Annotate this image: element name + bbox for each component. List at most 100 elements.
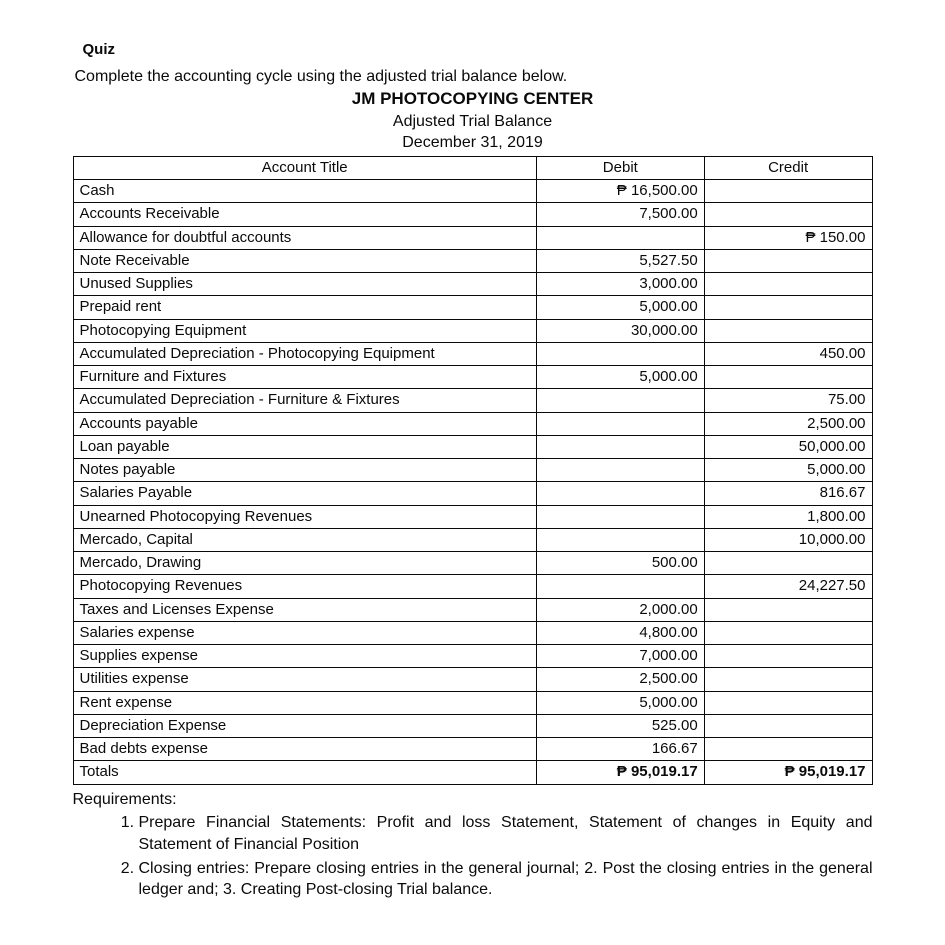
header-credit: Credit <box>704 156 872 179</box>
cell-credit <box>704 738 872 761</box>
cell-debit <box>536 226 704 249</box>
cell-debit: 525.00 <box>536 714 704 737</box>
cell-account-title: Taxes and Licenses Expense <box>73 598 536 621</box>
table-row: Accumulated Depreciation - Furniture & F… <box>73 389 872 412</box>
table-row: Loan payable 50,000.00 <box>73 435 872 458</box>
table-row: Utilities expense2,500.00 <box>73 668 872 691</box>
header-account: Account Title <box>73 156 536 179</box>
cell-account-title: Cash <box>73 180 536 203</box>
cell-account-title: Accounts payable <box>73 412 536 435</box>
cell-account-title: Allowance for doubtful accounts <box>73 226 536 249</box>
table-row: Furniture and Fixtures5,000.00 <box>73 366 872 389</box>
cell-debit <box>536 459 704 482</box>
cell-account-title: Photocopying Equipment <box>73 319 536 342</box>
totals-debit: ₱ 95,019.17 <box>536 761 704 784</box>
cell-credit: 75.00 <box>704 389 872 412</box>
header-debit: Debit <box>536 156 704 179</box>
table-row: Unused Supplies3,000.00 <box>73 273 872 296</box>
cell-account-title: Accumulated Depreciation - Furniture & F… <box>73 389 536 412</box>
cell-account-title: Mercado, Drawing <box>73 552 536 575</box>
table-row: Rent expense5,000.00 <box>73 691 872 714</box>
table-row: Unearned Photocopying Revenues 1,800.00 <box>73 505 872 528</box>
cell-debit: 2,000.00 <box>536 598 704 621</box>
table-row: Accounts Receivable7,500.00 <box>73 203 872 226</box>
totals-credit: ₱ 95,019.17 <box>704 761 872 784</box>
requirement-item: Prepare Financial Statements: Profit and… <box>139 812 873 855</box>
cell-debit <box>536 412 704 435</box>
table-header-row: Account Title Debit Credit <box>73 156 872 179</box>
cell-debit: ₱ 16,500.00 <box>536 180 704 203</box>
cell-debit: 4,800.00 <box>536 621 704 644</box>
cell-credit <box>704 180 872 203</box>
table-row: Cash₱ 16,500.00 <box>73 180 872 203</box>
cell-account-title: Prepaid rent <box>73 296 536 319</box>
cell-credit <box>704 296 872 319</box>
instruction-text: Complete the accounting cycle using the … <box>75 66 873 88</box>
quiz-label: Quiz <box>83 40 873 60</box>
cell-credit: 24,227.50 <box>704 575 872 598</box>
table-row: Bad debts expense166.67 <box>73 738 872 761</box>
statement-date: December 31, 2019 <box>73 132 873 154</box>
table-row: Note Receivable5,527.50 <box>73 249 872 272</box>
cell-credit <box>704 645 872 668</box>
cell-account-title: Accumulated Depreciation - Photocopying … <box>73 342 536 365</box>
cell-debit: 5,000.00 <box>536 691 704 714</box>
cell-credit: ₱ 150.00 <box>704 226 872 249</box>
cell-credit <box>704 714 872 737</box>
cell-account-title: Photocopying Revenues <box>73 575 536 598</box>
cell-debit: 7,500.00 <box>536 203 704 226</box>
totals-label: Totals <box>73 761 536 784</box>
cell-credit <box>704 273 872 296</box>
table-row: Mercado, Drawing500.00 <box>73 552 872 575</box>
table-row: Mercado, Capital10,000.00 <box>73 528 872 551</box>
cell-account-title: Loan payable <box>73 435 536 458</box>
cell-account-title: Depreciation Expense <box>73 714 536 737</box>
cell-account-title: Salaries expense <box>73 621 536 644</box>
cell-debit: 500.00 <box>536 552 704 575</box>
cell-debit: 3,000.00 <box>536 273 704 296</box>
cell-credit <box>704 621 872 644</box>
table-row: Photocopying Equipment30,000.00 <box>73 319 872 342</box>
cell-debit <box>536 575 704 598</box>
cell-credit <box>704 249 872 272</box>
table-row: Salaries expense4,800.00 <box>73 621 872 644</box>
document-page: Quiz Complete the accounting cycle using… <box>73 40 873 901</box>
cell-credit <box>704 203 872 226</box>
table-row: Accounts payable2,500.00 <box>73 412 872 435</box>
cell-debit <box>536 482 704 505</box>
cell-account-title: Mercado, Capital <box>73 528 536 551</box>
totals-row: Totals₱ 95,019.17₱ 95,019.17 <box>73 761 872 784</box>
cell-debit: 5,000.00 <box>536 366 704 389</box>
cell-credit <box>704 691 872 714</box>
cell-credit <box>704 552 872 575</box>
requirements-list: Prepare Financial Statements: Profit and… <box>99 812 873 900</box>
cell-account-title: Supplies expense <box>73 645 536 668</box>
cell-debit <box>536 528 704 551</box>
cell-account-title: Utilities expense <box>73 668 536 691</box>
cell-account-title: Furniture and Fixtures <box>73 366 536 389</box>
table-row: Accumulated Depreciation - Photocopying … <box>73 342 872 365</box>
cell-credit: 1,800.00 <box>704 505 872 528</box>
cell-credit: 816.67 <box>704 482 872 505</box>
cell-account-title: Accounts Receivable <box>73 203 536 226</box>
cell-debit: 5,000.00 <box>536 296 704 319</box>
cell-credit <box>704 319 872 342</box>
cell-account-title: Salaries Payable <box>73 482 536 505</box>
cell-debit <box>536 505 704 528</box>
cell-credit: 50,000.00 <box>704 435 872 458</box>
table-row: Notes payable 5,000.00 <box>73 459 872 482</box>
table-row: Allowance for doubtful accounts ₱ 150.00 <box>73 226 872 249</box>
cell-credit <box>704 668 872 691</box>
requirements-label: Requirements: <box>73 789 873 811</box>
trial-balance-table: Account Title Debit Credit Cash₱ 16,500.… <box>73 156 873 785</box>
cell-credit: 5,000.00 <box>704 459 872 482</box>
company-name: JM PHOTOCOPYING CENTER <box>73 88 873 111</box>
cell-credit: 450.00 <box>704 342 872 365</box>
table-row: Taxes and Licenses Expense2,000.00 <box>73 598 872 621</box>
cell-account-title: Unused Supplies <box>73 273 536 296</box>
cell-account-title: Notes payable <box>73 459 536 482</box>
cell-debit <box>536 389 704 412</box>
requirement-item: Closing entries: Prepare closing entries… <box>139 858 873 901</box>
cell-debit: 2,500.00 <box>536 668 704 691</box>
cell-account-title: Unearned Photocopying Revenues <box>73 505 536 528</box>
